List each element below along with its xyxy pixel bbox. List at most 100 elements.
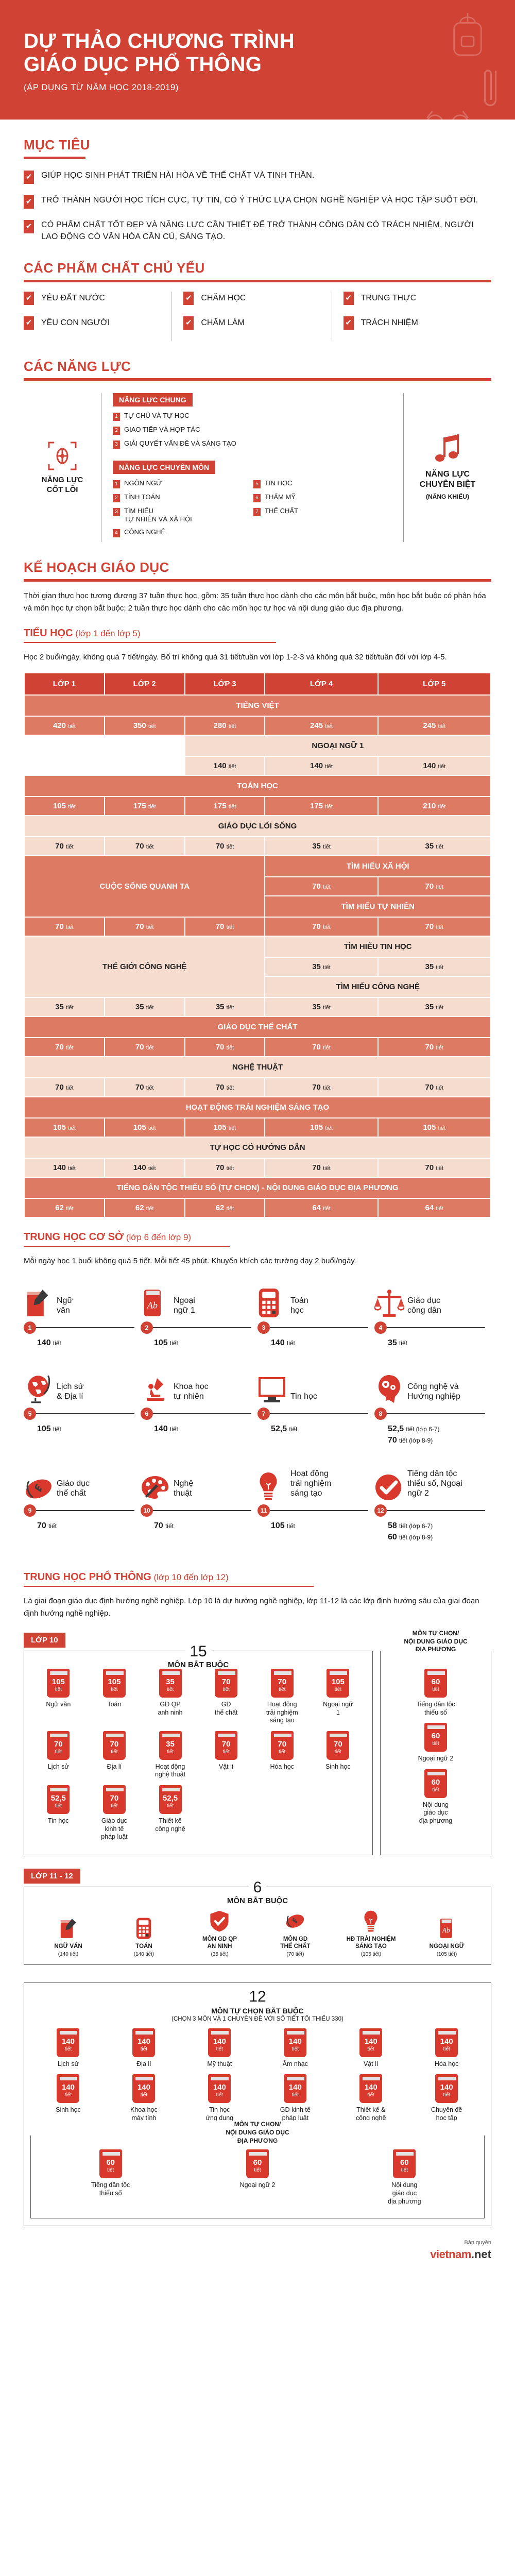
- lop1112-subject-item: MÔN GD THỂ CHẤT (70 tiết): [259, 1908, 332, 1957]
- check-icon: ✔: [24, 316, 34, 330]
- subject-label: Sinh học: [56, 2106, 81, 2114]
- table-cell-value: 70 tiết: [185, 837, 265, 856]
- book-icon: 35 tiết: [159, 1668, 182, 1698]
- table-cell-title: TÌM HIỂU TỰ NHIÊN: [265, 896, 490, 917]
- subject-label: Tiếng dân tộc thiểu số: [416, 1700, 455, 1716]
- muc-tieu-item: ✔ CÓ PHẨM CHẤT TỐT ĐẸP VÀ NĂNG LỰC CẦN TH…: [24, 219, 491, 243]
- divider: [387, 1413, 485, 1415]
- lop1112-subject-item: MÔN GD QP AN NINH (35 tiết): [183, 1908, 256, 1957]
- thcs-subject-label: Nghệ thuật: [174, 1479, 194, 1498]
- thcs-heading: TRUNG HỌC CƠ SỞ (lớp 6 đến lớp 9): [24, 1231, 491, 1247]
- thcs-subject-item: Giáo dục thể chất 9 70 tiết: [24, 1461, 141, 1543]
- competency-label: GIẢI QUYẾT VẤN ĐỀ VÀ SÁNG TẠO: [124, 439, 236, 447]
- competency-item: 2 GIAO TIẾP VÀ HỢP TÁC: [113, 426, 394, 435]
- table-row: 420 tiết 350 tiết 280 tiết 245 tiết 245 tiết: [25, 717, 490, 735]
- table-row: 105 tiết 175 tiết 175 tiết 175 tiết 210 tiết: [25, 797, 490, 816]
- table-column-header: LỚP 1: [25, 673, 104, 695]
- subject-book-item: 70 tiết Hoạt động trải nghiệm sáng tạo: [254, 1668, 310, 1725]
- divider: [24, 1586, 314, 1587]
- table-cell-value: 70 tiết: [25, 1078, 104, 1097]
- book-value: 70: [221, 1677, 231, 1686]
- muc-tieu-item: ✔ TRỞ THÀNH NGƯỜI HỌC TÍCH CỰC, TỰ TIN, C…: [24, 194, 491, 209]
- table-cell-value: 70 tiết: [185, 1159, 265, 1177]
- table-cell-value: 70 tiết: [378, 918, 490, 936]
- subject-label: GD kinh tế pháp luật: [280, 2106, 311, 2122]
- book-unit: tiết: [401, 2167, 408, 2174]
- vietnamnet-logo[interactable]: vietnam .net: [430, 2248, 491, 2261]
- book-icon: 140 tiết: [132, 2028, 156, 2057]
- music-note-icon: [435, 434, 459, 462]
- competency-number: 1: [113, 412, 120, 421]
- subject-label: Lịch sử: [57, 2060, 79, 2067]
- subject-book-item: 105 tiết Ngoại ngữ 1: [310, 1668, 366, 1725]
- book-unit: tiết: [140, 2092, 148, 2098]
- thcs-subject-label: Khoa học tự nhiên: [174, 1382, 209, 1401]
- table-row: CUỘC SỐNG QUANH TA TÌM HIỂU XÃ HỘI: [25, 856, 490, 917]
- table-row: 70 tiết 70 tiết 70 tiết 70 tiết 70 tiết: [25, 1078, 490, 1097]
- section-muc-tieu-heading: MỤC TIÊU: [24, 137, 491, 159]
- book-unit: tiết: [334, 1686, 342, 1692]
- lop1112-panels: 6 MÔN BẮT BUỘC NGỮ VĂN (140 tiết) TOÁN (140…: [24, 1879, 491, 1965]
- thcs-subject-label: Tin học: [290, 1392, 317, 1401]
- lop1112-subject-label: TOÁN: [135, 1943, 152, 1950]
- book-value: 52,5: [50, 1794, 66, 1803]
- lop1112-subject-label: MÔN GD QP AN NINH: [202, 1936, 237, 1950]
- thcs-subject-item: Tiếng dân tộc thiểu số, Ngoại ngữ 2 12 58 ti…: [374, 1461, 491, 1543]
- table-cell-empty: [25, 736, 184, 756]
- subject-label: Hoạt động trải nghiệm sáng tạo: [266, 1700, 298, 1724]
- subject-book-item: 140 tiết Khoa học máy tính: [106, 2074, 182, 2122]
- ke-hoach-intro: Thời gian thực học tương đương 37 tuần t…: [24, 591, 486, 613]
- book-icon: 70 tiết: [47, 1731, 70, 1760]
- book-unit: tiết: [279, 1686, 286, 1692]
- book-unit: tiết: [432, 1686, 439, 1692]
- book-icon: 60 tiết: [99, 2149, 122, 2179]
- competency-label: NGÔN NGỮ: [124, 479, 162, 487]
- thcs-subject-item: Toán học 3 140 tiết: [258, 1278, 374, 1349]
- divider: [153, 1413, 251, 1415]
- thcs-subject-number: 4: [374, 1321, 387, 1334]
- table-cell-title: TỰ HỌC CÓ HƯỚNG DẪN: [25, 1138, 490, 1158]
- chuyen-mon-right-list: 5 TIN HỌC 6 THẨM MỸ 7 THỂ CHẤT: [253, 479, 394, 543]
- competency-item: 1 TỰ CHỦ VÀ TỰ HỌC: [113, 412, 394, 421]
- table-cell-value: 140 tiết: [185, 757, 265, 775]
- table-row: TIẾNG DÂN TỘC THIỂU SỐ (TỰ CHỌN) - NỘI D…: [25, 1178, 490, 1198]
- lop1112-subject-value: (105 tiết): [436, 1951, 457, 1957]
- lop10-required-header: 15 MÔN BẮT BUỘC: [24, 1643, 372, 1669]
- lop1112-subject-row: NGỮ VĂN (140 tiết) TOÁN (140 tiết) MÔN GD QP…: [30, 1905, 485, 1957]
- thcs-subject-item: Hoạt động trải nghiệm sáng tạo 11 105 tiết: [258, 1461, 374, 1543]
- pham-chat-label: TRÁCH NHIỆM: [360, 318, 418, 327]
- table-row: NGHỆ THUẬT: [25, 1057, 490, 1078]
- subject-label: Ngoại ngữ 2: [418, 1755, 454, 1762]
- thcs-subject-number: 9: [24, 1504, 36, 1517]
- divider: [153, 1510, 251, 1512]
- table-cell-title: TOÁN HỌC: [25, 776, 490, 796]
- book-value: 70: [334, 1739, 342, 1749]
- lop1112-subject-value: (35 tiết): [211, 1951, 229, 1957]
- book-unit: tiết: [140, 2046, 148, 2052]
- book-icon: 60 tiết: [424, 1723, 447, 1752]
- lop10-optional-header: MÔN TỰ CHỌN/NỘI DUNG GIÁO DỤC ĐỊA PHƯƠNG: [381, 1629, 491, 1654]
- svg-text:Ab: Ab: [442, 1926, 450, 1934]
- competency-label: TÍNH TOÁN: [124, 493, 160, 501]
- subject-label: Hóa học: [270, 1762, 295, 1770]
- subject-label: Mỹ thuật: [207, 2060, 232, 2067]
- subject-label: Nội dung giáo dục địa phương: [419, 1801, 453, 1825]
- book-value: 60: [431, 1777, 440, 1787]
- table-cell-value: 420 tiết: [25, 717, 104, 735]
- book-unit: tiết: [216, 2046, 224, 2052]
- competency-item: 4 CÔNG NGHỆ: [113, 528, 253, 538]
- table-cell-value: 70 tiết: [185, 918, 265, 936]
- subject-label: Lịch sử: [47, 1762, 69, 1770]
- pham-chat-item: ✔ CHĂM LÀM: [183, 316, 326, 330]
- thcs-subject-item: Giáo dục công dân 4 35 tiết: [374, 1278, 491, 1349]
- book-value: 140: [364, 2083, 377, 2092]
- lightbulb-icon: [258, 1463, 287, 1501]
- subject-book-item: 70 tiết Lịch sử: [30, 1731, 87, 1779]
- lop1112-required-header: 6 MÔN BẮT BUỘC: [24, 1879, 491, 1905]
- book-value: 60: [431, 1677, 440, 1686]
- subject-label: Vật lí: [218, 1762, 234, 1770]
- language-book-icon: Ab: [410, 1915, 483, 1940]
- thcs-subject-value: 105 tiết: [154, 1338, 178, 1348]
- table-cell-value: 280 tiết: [185, 717, 265, 735]
- thcs-note: Mỗi ngày học 1 buổi không quá 5 tiết. Mỗ…: [24, 1257, 356, 1266]
